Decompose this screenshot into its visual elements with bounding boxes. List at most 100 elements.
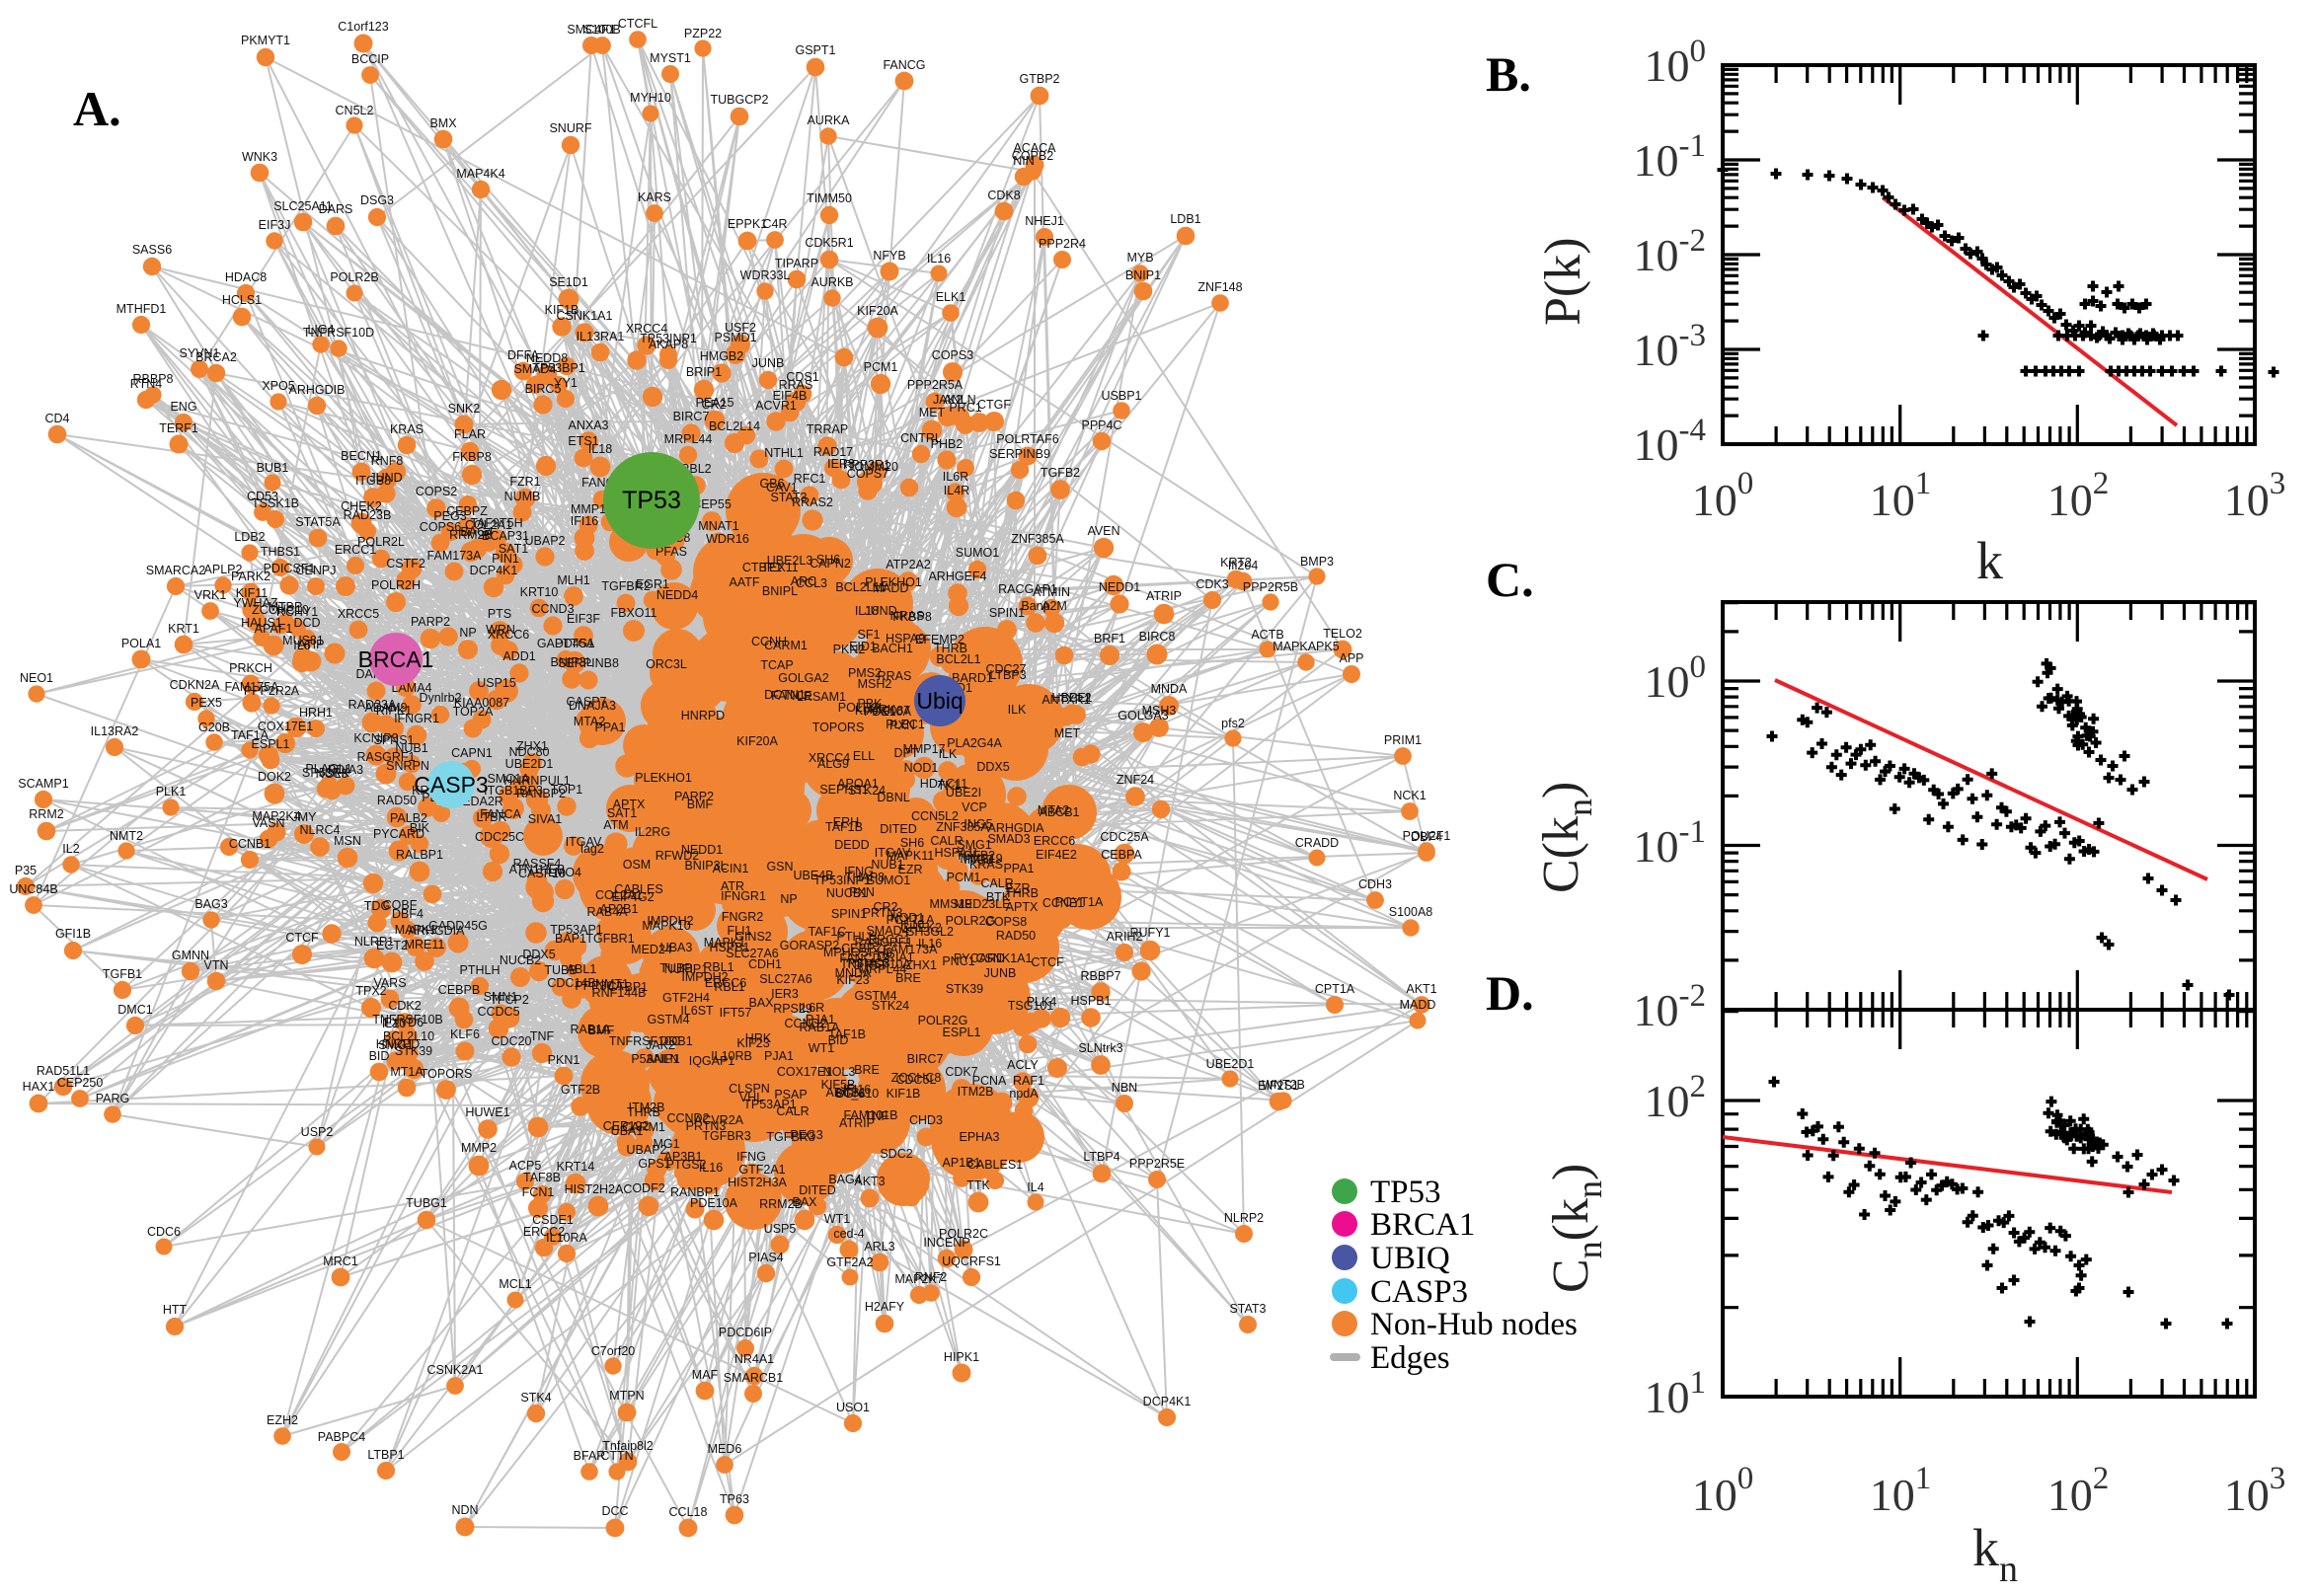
- svg-text:CCN5L2: CCN5L2: [911, 809, 959, 823]
- svg-text:CDK8: CDK8: [987, 189, 1020, 202]
- svg-text:KRAS: KRAS: [969, 858, 1003, 872]
- svg-text:ING2: ING2: [964, 853, 992, 867]
- svg-text:TRRAP: TRRAP: [807, 422, 848, 436]
- svg-text:MTA2: MTA2: [1038, 803, 1069, 817]
- svg-text:DCTN1: DCTN1: [764, 688, 806, 702]
- svg-text:CSNK1A1: CSNK1A1: [557, 309, 613, 323]
- svg-text:KARS: KARS: [638, 190, 671, 204]
- svg-text:STAT3: STAT3: [770, 491, 807, 504]
- svg-text:SEPHS1: SEPHS1: [819, 783, 868, 797]
- svg-text:RBBP8: RBBP8: [133, 372, 174, 386]
- svg-text:HMGB2: HMGB2: [700, 349, 744, 363]
- svg-text:YY1: YY1: [554, 376, 578, 390]
- svg-text:AP2B1: AP2B1: [600, 902, 639, 916]
- svg-text:SNURF: SNURF: [549, 121, 591, 135]
- svg-text:TSSK1B: TSSK1B: [252, 496, 299, 510]
- svg-text:UBE2L3: UBE2L3: [767, 554, 813, 568]
- svg-text:NDC80: NDC80: [509, 745, 550, 759]
- svg-text:HDAC8: HDAC8: [225, 270, 267, 284]
- svg-text:MAP2K4: MAP2K4: [252, 809, 300, 823]
- svg-text:PPA1: PPA1: [594, 721, 625, 734]
- svg-text:IFNGR1: IFNGR1: [721, 889, 766, 903]
- svg-text:RASGRF1: RASGRF1: [854, 936, 912, 950]
- svg-text:PARP2: PARP2: [411, 615, 450, 629]
- svg-text:PNC1: PNC1: [942, 954, 974, 968]
- svg-text:CHEK2: CHEK2: [900, 921, 942, 935]
- svg-text:CCND3: CCND3: [531, 602, 574, 616]
- svg-text:ANLN: ANLN: [646, 1052, 678, 1066]
- svg-text:HIST2H3A: HIST2H3A: [728, 1176, 787, 1189]
- svg-text:SMAD4: SMAD4: [513, 362, 556, 376]
- svg-text:POLR2B: POLR2B: [330, 270, 378, 284]
- svg-text:GB6: GB6: [759, 477, 784, 491]
- svg-text:CR2: CR2: [873, 900, 897, 914]
- svg-text:pfs2: pfs2: [1221, 717, 1245, 730]
- svg-text:BGN: BGN: [835, 1087, 862, 1101]
- svg-text:TOMM20: TOMM20: [847, 460, 898, 474]
- svg-text:SUMO1: SUMO1: [956, 546, 1000, 560]
- svg-text:IL4R: IL4R: [944, 484, 969, 497]
- svg-text:RUFY1: RUFY1: [1130, 926, 1171, 940]
- svg-text:ILK: ILK: [1008, 703, 1027, 717]
- svg-text:BID: BID: [828, 1033, 849, 1047]
- svg-text:IL18: IL18: [855, 604, 879, 618]
- svg-text:ERCC6: ERCC6: [1034, 834, 1075, 848]
- svg-text:NUCB1: NUCB1: [826, 886, 868, 900]
- svg-text:HIPK1: HIPK1: [944, 1350, 979, 1364]
- svg-text:COX17E1: COX17E1: [777, 1065, 832, 1079]
- svg-text:GPS1: GPS1: [638, 1157, 670, 1171]
- svg-text:FANCG: FANCG: [883, 58, 925, 72]
- svg-text:ODF2: ODF2: [632, 1181, 664, 1195]
- svg-text:CAPN2: CAPN2: [810, 557, 851, 570]
- svg-text:IL6R: IL6R: [799, 1001, 824, 1015]
- svg-text:FANCA: FANCA: [480, 807, 521, 821]
- svg-text:HRK: HRK: [745, 1031, 772, 1045]
- svg-text:TGFBR3: TGFBR3: [766, 1130, 814, 1144]
- svg-text:SLC27A6: SLC27A6: [726, 947, 779, 960]
- svg-text:ERH: ERH: [833, 815, 859, 829]
- svg-text:BCAP31: BCAP31: [482, 529, 529, 543]
- svg-text:IL10RB: IL10RB: [711, 1049, 752, 1063]
- svg-text:ZHX1: ZHX1: [516, 739, 548, 753]
- svg-text:KRT2: KRT2: [1220, 556, 1252, 570]
- svg-text:EIF3J: EIF3J: [259, 218, 291, 232]
- svg-text:STK4: STK4: [520, 1391, 551, 1405]
- svg-text:BMP3: BMP3: [1300, 555, 1334, 569]
- svg-text:SMAD4: SMAD4: [866, 924, 908, 938]
- svg-text:BARD1: BARD1: [952, 671, 993, 685]
- svg-text:COBF: COBF: [383, 898, 418, 912]
- svg-text:CEBPZ: CEBPZ: [446, 504, 488, 518]
- svg-text:ITGAV: ITGAV: [566, 835, 602, 849]
- svg-text:HIST2H2AC: HIST2H2AC: [565, 1182, 633, 1196]
- svg-text:SH6: SH6: [816, 553, 840, 567]
- svg-text:HSPA1L: HSPA1L: [934, 846, 980, 860]
- svg-text:KIF23: KIF23: [736, 1036, 769, 1050]
- svg-text:PCM1: PCM1: [947, 871, 981, 884]
- svg-text:HNRNPUL1: HNRNPUL1: [503, 774, 570, 788]
- svg-text:CTBP1: CTBP1: [608, 980, 648, 994]
- svg-text:CCNH: CCNH: [751, 635, 787, 648]
- svg-text:JAK2: JAK2: [646, 1038, 675, 1052]
- svg-text:COX17E1: COX17E1: [258, 720, 313, 733]
- svg-text:RBL1: RBL1: [703, 960, 733, 974]
- svg-text:TUBGCP2: TUBGCP2: [710, 93, 768, 107]
- svg-text:CARM1: CARM1: [764, 639, 808, 652]
- svg-text:TEX11: TEX11: [761, 561, 798, 574]
- svg-text:WT1: WT1: [824, 1212, 850, 1226]
- svg-text:SH3GL2: SH3GL2: [906, 925, 954, 939]
- svg-text:TCAP: TCAP: [760, 658, 793, 672]
- svg-text:KIF1B: KIF1B: [545, 303, 579, 317]
- svg-text:IFI16: IFI16: [843, 1083, 872, 1097]
- svg-text:ING5: ING5: [964, 817, 992, 831]
- svg-text:TNF: TNF: [530, 1029, 555, 1043]
- svg-text:IL18: IL18: [588, 442, 612, 456]
- svg-text:ENG: ENG: [170, 400, 196, 414]
- svg-text:CALR: CALR: [776, 1104, 809, 1118]
- svg-text:STK24: STK24: [872, 999, 909, 1013]
- svg-text:NOD1: NOD1: [890, 911, 925, 925]
- svg-text:PPP2R2A: PPP2R2A: [244, 684, 300, 698]
- svg-text:HSPB1: HSPB1: [710, 941, 750, 954]
- svg-text:ANLN: ANLN: [943, 393, 975, 407]
- svg-text:JMY: JMY: [292, 810, 318, 824]
- svg-text:USP2: USP2: [301, 1125, 334, 1139]
